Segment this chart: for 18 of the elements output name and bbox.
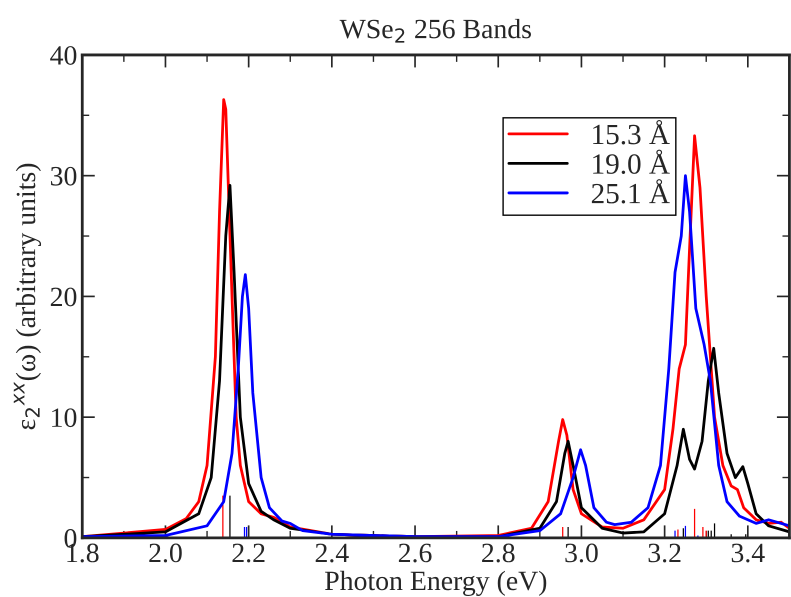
- x-tick-label: 2.0: [149, 544, 182, 562]
- x-tick-label: 2.4: [316, 544, 349, 562]
- y-tick-label: 30: [50, 166, 76, 186]
- x-tick-label: 2.2: [232, 544, 264, 562]
- x-tick-label: 3.4: [732, 544, 765, 562]
- x-tick-label: 3.2: [648, 544, 680, 562]
- x-tick-label: 2.6: [398, 544, 432, 562]
- chart-title: WSe$_{2}$ 256 Bands: [340, 18, 531, 43]
- y-tick-label: 20: [50, 288, 76, 306]
- legend-label: 15.3 Å: [593, 120, 670, 144]
- legend-label: 25.1 Å: [592, 179, 670, 204]
- y-tick-label: 10: [52, 408, 76, 428]
- y-tick-label: 40: [50, 46, 76, 65]
- legend-label: 19.0 Å: [593, 150, 670, 174]
- x-tick-label: 3.0: [565, 544, 598, 562]
- x-axis-title: Photon Energy (eV): [325, 570, 546, 596]
- x-tick-label: 2.8: [482, 544, 515, 562]
- y-axis-title: ε$_{2}$$^{xx}$(ω) (arbitrary units): [14, 164, 42, 430]
